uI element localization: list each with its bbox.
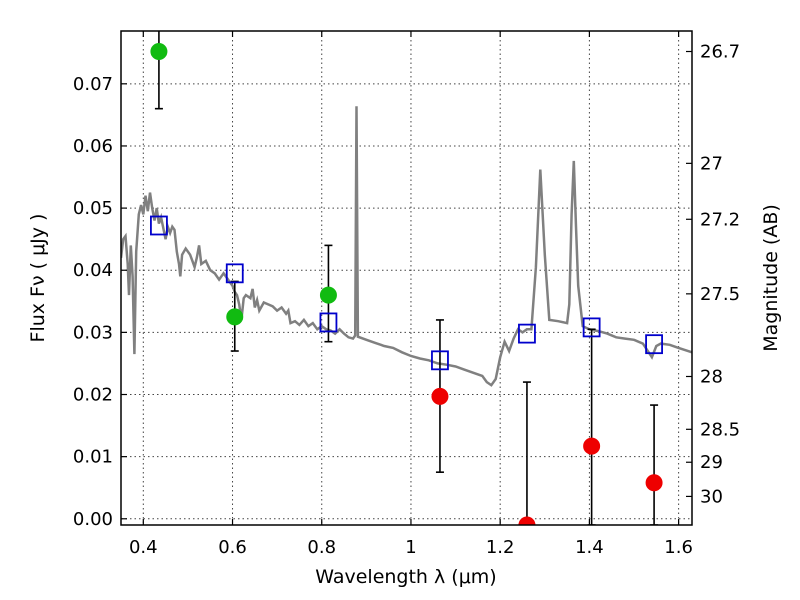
x-tick-label: 0.4: [129, 537, 158, 558]
y-tick-label: 0.05: [73, 198, 113, 219]
magnitude-tick-label: 27.2: [700, 209, 740, 230]
model-magnitude-square: [319, 312, 338, 333]
x-tick-label: 1.6: [664, 537, 693, 558]
x-tick-label: 1: [405, 537, 416, 558]
x-tick-label: 0.6: [218, 537, 247, 558]
y-tick-label: 0.07: [73, 74, 113, 95]
magnitude-tick-label: 28: [700, 366, 723, 387]
upper-limit-point: [645, 474, 663, 492]
y-tick-label: 0.00: [73, 509, 113, 530]
photometry-markers: [150, 43, 663, 525]
x-tick-label: 1.4: [575, 537, 604, 558]
magnitude-tick-label: 27.5: [700, 284, 740, 305]
upper-limit-point: [518, 516, 536, 525]
error-bars: [154, 31, 659, 525]
detection-point: [319, 286, 337, 304]
detection-point: [226, 308, 244, 326]
model-magnitude-square: [582, 317, 601, 338]
model-sed-line: [121, 106, 692, 387]
magnitude-tick-label: 28.5: [700, 419, 740, 440]
y2-axis-title: Magnitude (AB): [760, 204, 782, 352]
model-magnitude-markers: [150, 215, 663, 371]
magnitude-tick-label: 27: [700, 153, 723, 174]
plot-frame: [120, 30, 693, 526]
axes: 0.4 0.6 0.8 1 1.2 1.4 1.6 0.00 0.01 0.02 0.03 0.04 0…: [73, 31, 740, 558]
model-magnitude-square: [518, 323, 536, 344]
magnitude-tick-label: 26.7: [700, 42, 740, 63]
x-tick-label: 1.2: [486, 537, 515, 558]
y-tick-label: 0.06: [73, 136, 113, 157]
data-layer: [121, 31, 692, 525]
model-magnitude-square: [225, 263, 244, 284]
y-tick-label: 0.03: [73, 322, 113, 343]
y-tick-label: 0.02: [73, 385, 113, 406]
upper-limit-point: [583, 437, 601, 455]
model-magnitude-square: [431, 350, 449, 371]
x-tick-label: 0.8: [307, 537, 336, 558]
magnitude-tick-label: 30: [700, 486, 723, 507]
x-axis-title: Wavelength λ (μm): [315, 566, 496, 588]
magnitude-tick-label: 29: [700, 452, 723, 473]
grid-lines: [121, 31, 692, 525]
upper-limit-point: [431, 387, 449, 405]
y-tick-label: 0.04: [73, 260, 113, 281]
model-magnitude-square: [150, 215, 168, 236]
detection-point: [150, 43, 168, 61]
model-magnitude-square: [645, 334, 663, 355]
y-axis-title: Flux Fν ( μJy ): [27, 214, 49, 343]
y-tick-label: 0.01: [73, 447, 113, 468]
